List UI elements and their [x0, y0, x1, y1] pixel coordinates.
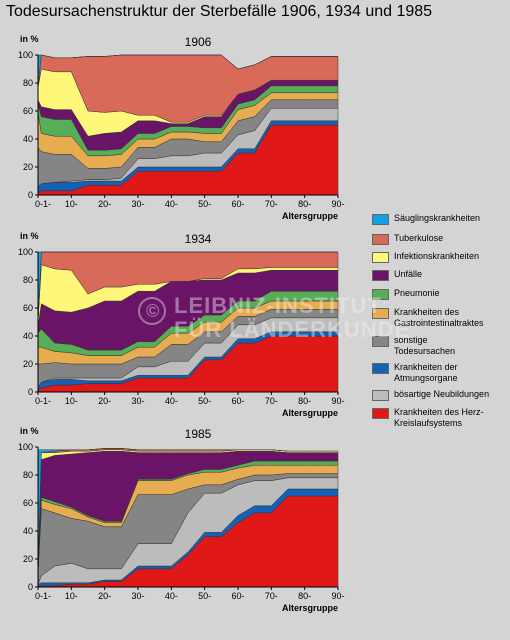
legend-label: Krankheiten des Gastrointestinaltraktes	[394, 307, 484, 328]
x-tick-label: 40-	[165, 199, 178, 209]
x-tick-label: 0-1-	[35, 199, 51, 209]
y-tick-label: 60	[23, 498, 33, 508]
chart-title: 1934	[185, 232, 212, 246]
legend-swatch	[372, 214, 389, 225]
area-saeuglingskrankheiten	[37, 448, 338, 574]
y-tick-label: 20	[23, 162, 33, 172]
x-tick-label: 50-	[198, 199, 211, 209]
x-tick-label: 40-	[165, 591, 178, 601]
x-tick-label: 70-	[265, 199, 278, 209]
x-tick-label: 50-	[198, 396, 211, 406]
x-tick-label: 30-	[131, 199, 144, 209]
x-tick-label: 90-	[331, 591, 344, 601]
x-tick-label: 50-	[198, 591, 211, 601]
area-saeuglingskrankheiten	[37, 54, 338, 88]
legend-label: Krankheiten des Herz-Kreislaufsystems	[394, 407, 484, 428]
x-tick-label: 0-1-	[35, 591, 51, 601]
x-tick-label: 20-	[98, 591, 111, 601]
legend-swatch	[372, 289, 389, 300]
legend-label: Krankheiten der Atmungsorgane	[394, 362, 458, 383]
chart-1934: 1934 in % 0 20 40 60 80 100 0-1- 10- 20- 30- 40- 50- 6…	[18, 231, 345, 418]
legend-label: Tuberkulose	[394, 233, 444, 243]
legend-swatch	[372, 252, 389, 263]
legend-label: sonstige Todesursachen	[394, 335, 456, 356]
y-axis-label: in %	[20, 231, 39, 241]
y-tick-label: 0	[28, 582, 33, 592]
x-tick-label: 10-	[65, 199, 78, 209]
x-axis-label: Altersgruppe	[282, 211, 338, 221]
x-axis-label: Altersgruppe	[282, 408, 338, 418]
y-tick-label: 80	[23, 275, 33, 285]
area-saeuglingskrankheiten	[37, 251, 338, 323]
x-tick-label: 70-	[265, 396, 278, 406]
y-tick-label: 0	[28, 387, 33, 397]
x-axis-label: Altersgruppe	[282, 603, 338, 613]
y-tick-label: 80	[23, 470, 33, 480]
x-tick-label: 20-	[98, 396, 111, 406]
x-tick-label: 30-	[131, 591, 144, 601]
y-tick-label: 80	[23, 78, 33, 88]
legend-swatch	[372, 363, 389, 374]
x-tick-label: 30-	[131, 396, 144, 406]
y-tick-label: 100	[18, 50, 33, 60]
y-tick-label: 40	[23, 526, 33, 536]
x-tick-label: 80-	[298, 396, 311, 406]
legend-swatch	[372, 408, 389, 419]
chart-title: 1906	[185, 35, 212, 49]
legend-label: Pneumonie	[394, 288, 440, 298]
x-tick-label: 20-	[98, 199, 111, 209]
chart-1985: 1985 in % 0 20 40 60 80 100 0-1- 10- 20- 30- 40- 50- 6…	[18, 426, 345, 613]
figure-title: Todesursachenstruktur der Sterbefälle 19…	[6, 3, 433, 20]
y-tick-label: 20	[23, 359, 33, 369]
chart-title: 1985	[185, 427, 212, 441]
y-tick-label: 0	[28, 190, 33, 200]
x-tick-label: 60-	[231, 199, 244, 209]
y-tick-label: 60	[23, 106, 33, 116]
y-tick-label: 40	[23, 134, 33, 144]
y-tick-label: 20	[23, 554, 33, 564]
x-tick-label: 40-	[165, 396, 178, 406]
x-tick-label: 60-	[231, 591, 244, 601]
legend-swatch	[372, 390, 389, 401]
y-tick-label: 100	[18, 442, 33, 452]
x-tick-label: 90-	[331, 396, 344, 406]
x-tick-label: 80-	[298, 199, 311, 209]
x-tick-label: 70-	[265, 591, 278, 601]
x-tick-label: 80-	[298, 591, 311, 601]
legend-swatch	[372, 270, 389, 281]
y-tick-label: 40	[23, 331, 33, 341]
legend-label: Unfälle	[394, 269, 423, 279]
x-tick-label: 10-	[65, 396, 78, 406]
y-axis-label: in %	[20, 426, 39, 436]
legend-label: Infektionskrankheiten	[394, 251, 480, 261]
legend-swatch	[372, 234, 389, 245]
x-tick-label: 10-	[65, 591, 78, 601]
legend-label: Säuglingskrankheiten	[394, 213, 481, 223]
x-tick-label: 60-	[231, 396, 244, 406]
legend-label: bösartige Neubildungen	[394, 389, 490, 399]
y-tick-label: 100	[18, 247, 33, 257]
y-tick-label: 60	[23, 303, 33, 313]
x-tick-label: 90-	[331, 199, 344, 209]
chart-1906: 1906 in % 0 20 40 60 80 100 0-1- 10- 20- 30- 40- 50- 6…	[18, 34, 345, 221]
y-axis-label: in %	[20, 34, 39, 44]
legend-swatch	[372, 336, 389, 347]
legend-swatch	[372, 308, 389, 319]
x-tick-label: 0-1-	[35, 396, 51, 406]
